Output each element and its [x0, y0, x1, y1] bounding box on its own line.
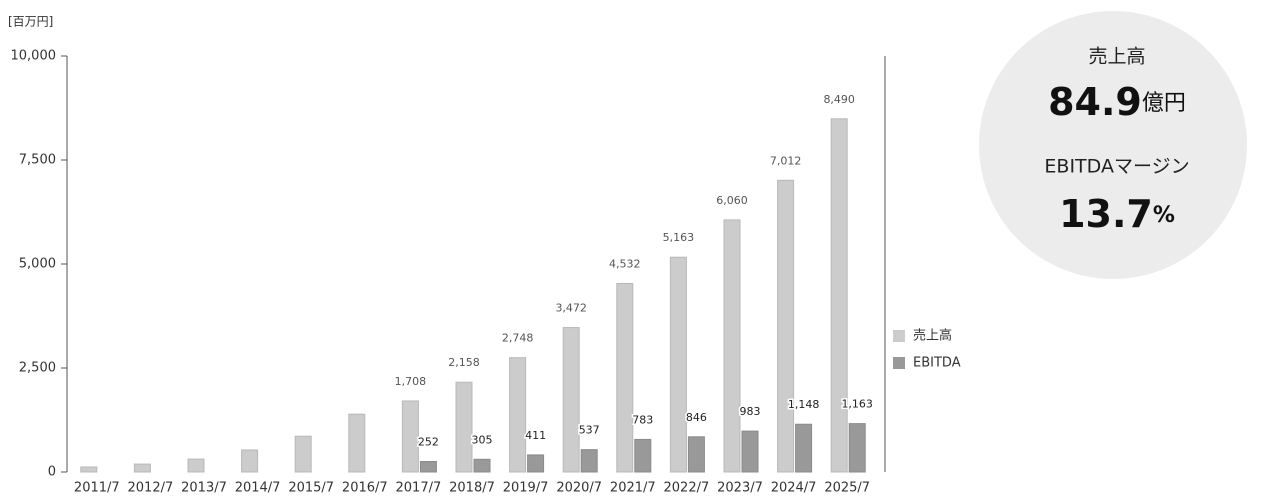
value-label: 2,158 [448, 356, 480, 369]
y-tick-label: 2,500 [19, 361, 56, 376]
x-tick-label: 2025/7 [824, 481, 870, 496]
kpi-number: 84.9 [1048, 80, 1142, 124]
kpi-label: EBITDAマージン [1044, 156, 1189, 178]
y-tick-label: 10,000 [11, 49, 57, 64]
bar [687, 436, 705, 473]
bar [348, 413, 366, 473]
y-tick-label: 5,000 [19, 257, 56, 272]
bar [848, 423, 866, 473]
bar [562, 327, 580, 473]
x-tick-label: 2018/7 [449, 481, 495, 496]
value-label: 252 [418, 436, 439, 449]
kpi-value: 13.7% [1059, 192, 1175, 236]
value-label: 846 [686, 411, 707, 424]
value-label: 4,532 [609, 257, 641, 270]
bar [419, 461, 437, 473]
legend-label: EBITDA [913, 356, 961, 371]
x-tick-label: 2016/7 [342, 481, 388, 496]
x-tick-label: 2017/7 [396, 481, 442, 496]
bar [616, 282, 634, 473]
x-tick-label: 2013/7 [181, 481, 227, 496]
bar [241, 449, 259, 473]
bar [741, 430, 759, 473]
value-label: 983 [740, 405, 761, 418]
value-label: 783 [632, 413, 653, 426]
bar [723, 219, 741, 473]
value-label: 1,163 [841, 398, 873, 411]
bar [187, 458, 205, 473]
value-label: 3,472 [555, 302, 587, 315]
bar [830, 118, 848, 473]
x-tick-label: 2014/7 [235, 481, 281, 496]
bar [133, 463, 151, 473]
kpi-number: 13.7 [1059, 192, 1153, 236]
x-tick-label: 2012/7 [128, 481, 174, 496]
value-label: 6,060 [716, 194, 748, 207]
x-tick-label: 2023/7 [717, 481, 763, 496]
x-tick-label: 2024/7 [771, 481, 817, 496]
kpi-unit: 億円 [1142, 91, 1186, 116]
value-label: 411 [525, 429, 546, 442]
kpi-circle [979, 11, 1247, 279]
kpi-value: 84.9億円 [1048, 80, 1186, 124]
legend-swatch [893, 357, 905, 369]
legend-swatch [893, 330, 905, 342]
bar [669, 256, 687, 473]
bar [777, 179, 795, 473]
value-label: 2,748 [502, 332, 534, 345]
bar [401, 400, 419, 473]
bar [455, 381, 473, 473]
bar [795, 423, 813, 473]
value-label: 305 [472, 433, 493, 446]
value-label: 8,490 [823, 93, 855, 106]
bar [634, 438, 652, 473]
value-label: 7,012 [770, 154, 802, 167]
y-tick-label: 7,500 [19, 153, 56, 168]
y-tick-label: 0 [48, 465, 56, 480]
bar [509, 357, 527, 473]
value-label: 5,163 [663, 231, 695, 244]
bar [473, 458, 491, 473]
kpi-label: 売上高 [1088, 46, 1145, 68]
x-tick-label: 2015/7 [288, 481, 334, 496]
x-tick-label: 2011/7 [74, 481, 120, 496]
value-label: 1,148 [788, 398, 820, 411]
x-tick-label: 2021/7 [610, 481, 656, 496]
x-tick-label: 2020/7 [556, 481, 602, 496]
x-tick-label: 2019/7 [503, 481, 549, 496]
x-tick-label: 2022/7 [664, 481, 710, 496]
legend-label: 売上高 [913, 328, 952, 344]
y-unit: [百万円] [8, 15, 53, 29]
bar [580, 449, 598, 473]
value-label: 537 [579, 424, 600, 437]
bar [294, 435, 312, 473]
bar [527, 454, 545, 473]
bar [80, 466, 98, 473]
kpi-unit: % [1153, 203, 1175, 228]
value-label: 1,708 [395, 375, 427, 388]
